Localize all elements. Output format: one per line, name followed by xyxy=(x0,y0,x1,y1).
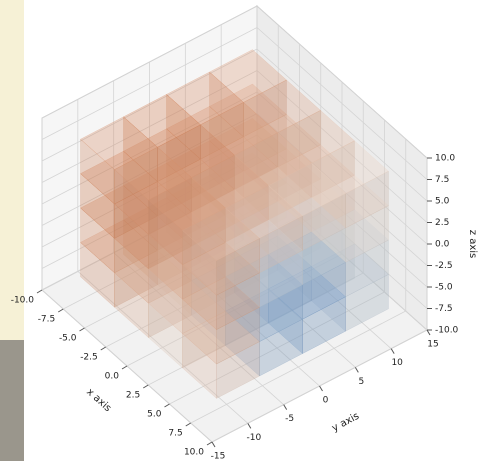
y-tick xyxy=(391,349,394,354)
y-tick xyxy=(212,442,215,447)
x-tick xyxy=(80,328,85,331)
x-tick-label: -5.0 xyxy=(59,334,77,344)
x-axis-label: x axis xyxy=(84,387,113,415)
z-tick-label: -5.0 xyxy=(435,283,453,293)
y-tick xyxy=(355,367,358,372)
x-tick xyxy=(101,347,106,350)
x-tick-label: 0.0 xyxy=(105,372,120,382)
z-tick-label: -2.5 xyxy=(435,261,453,271)
y-tick-label: 0 xyxy=(323,396,329,406)
x-tick xyxy=(122,366,127,369)
x-tick-label: 2.5 xyxy=(126,391,140,401)
x-tick xyxy=(186,423,191,426)
z-tick-label: 2.5 xyxy=(435,218,449,228)
z-tick-label: -10.0 xyxy=(435,326,459,336)
x-tick-label: -7.5 xyxy=(38,315,56,325)
x-tick-label: 5.0 xyxy=(147,410,162,420)
y-tick-label: 10 xyxy=(391,358,403,368)
x-tick xyxy=(143,385,148,388)
y-tick-label: -10 xyxy=(246,433,261,443)
z-tick-label: 0.0 xyxy=(435,240,450,250)
y-tick xyxy=(320,386,323,391)
y-tick-label: 5 xyxy=(358,377,364,387)
x-tick-label: -10.0 xyxy=(11,296,35,306)
x-tick xyxy=(165,404,170,407)
y-tick xyxy=(427,330,430,335)
y-tick-label: 15 xyxy=(427,340,438,350)
y-tick xyxy=(248,423,251,428)
z-tick-label: -7.5 xyxy=(435,304,453,314)
x-tick-label: -2.5 xyxy=(80,353,98,363)
x-tick xyxy=(37,290,42,293)
z-axis-label: z axis xyxy=(467,230,478,258)
y-axis-label: y axis xyxy=(330,411,361,434)
x-tick xyxy=(58,309,63,312)
x-tick xyxy=(207,442,212,445)
z-tick-label: 10.0 xyxy=(435,154,455,164)
page: {"chart_data": { "type": "voxels", "x_la… xyxy=(0,0,490,461)
x-tick-label: 7.5 xyxy=(168,429,182,439)
chart: -10.0-7.5-5.0-2.50.02.55.07.510.0-15-10-… xyxy=(0,0,490,461)
background-strip xyxy=(0,0,24,340)
y-tick xyxy=(284,405,287,410)
x-tick-label: 10.0 xyxy=(184,448,204,458)
z-tick-label: 7.5 xyxy=(435,175,449,185)
y-tick-label: -15 xyxy=(211,452,226,461)
z-tick-label: 5.0 xyxy=(435,197,450,207)
background-photo xyxy=(0,340,24,461)
y-tick-label: -5 xyxy=(285,414,294,424)
